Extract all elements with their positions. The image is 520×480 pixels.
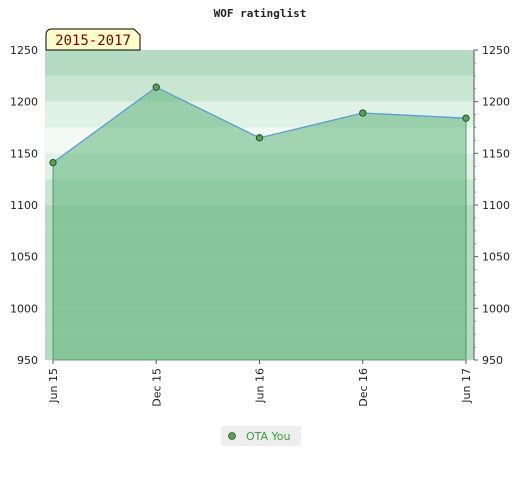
y-tick-label-left: 1250 [10,44,38,57]
y-tick-label-left: 1150 [10,147,38,160]
y-tick-label-right: 1050 [482,251,510,264]
chart-title: WOF ratinglist [214,7,307,20]
y-tick-label-left: 1100 [10,199,38,212]
legend-item-label[interactable]: OTA You [246,430,291,443]
y-tick-label-right: 1000 [482,302,510,315]
y-axis-left: 950 1000 1050 1100 1150 1200 1250 [10,44,38,367]
x-axis: Jun 15 Dec 15 Jun 16 Dec 16 Jun 17 [47,360,473,407]
legend-marker-icon [228,432,236,440]
x-tick-label: Dec 15 [150,368,163,407]
y-tick-label-left: 1050 [10,251,38,264]
x-tick-label: Jun 17 [460,368,473,404]
y-tick-label-right: 1150 [482,147,510,160]
legend[interactable]: OTA You [221,426,301,446]
y-axis-right: 950 1000 1050 1100 1150 1200 1250 [473,44,510,367]
x-tick-label: Jun 15 [47,368,60,404]
y-tick-label-right: 1250 [482,44,510,57]
x-tick-label: Dec 16 [357,368,370,407]
y-tick-label-right: 1200 [482,96,510,109]
data-point-1[interactable] [49,158,57,167]
y-tick-label-left: 1000 [10,302,38,315]
series-markers [49,83,470,167]
data-point-2[interactable] [152,83,160,91]
background-band [45,50,474,76]
data-point-4[interactable] [359,109,367,117]
data-point-5[interactable] [462,114,470,122]
y-tick-label-left: 950 [17,354,38,367]
legend-bg [221,426,301,446]
x-tick-label: Jun 16 [254,368,267,404]
period-box-bg [45,28,141,51]
data-point-3[interactable] [255,134,264,142]
period-label: 2015-2017 [55,33,131,49]
y-tick-label-right: 950 [482,354,503,367]
background-band [45,75,474,102]
y-tick-label-right: 1100 [482,199,510,212]
period-box: 2015-2017 [45,28,141,51]
y-tick-label-left: 1200 [10,96,38,109]
